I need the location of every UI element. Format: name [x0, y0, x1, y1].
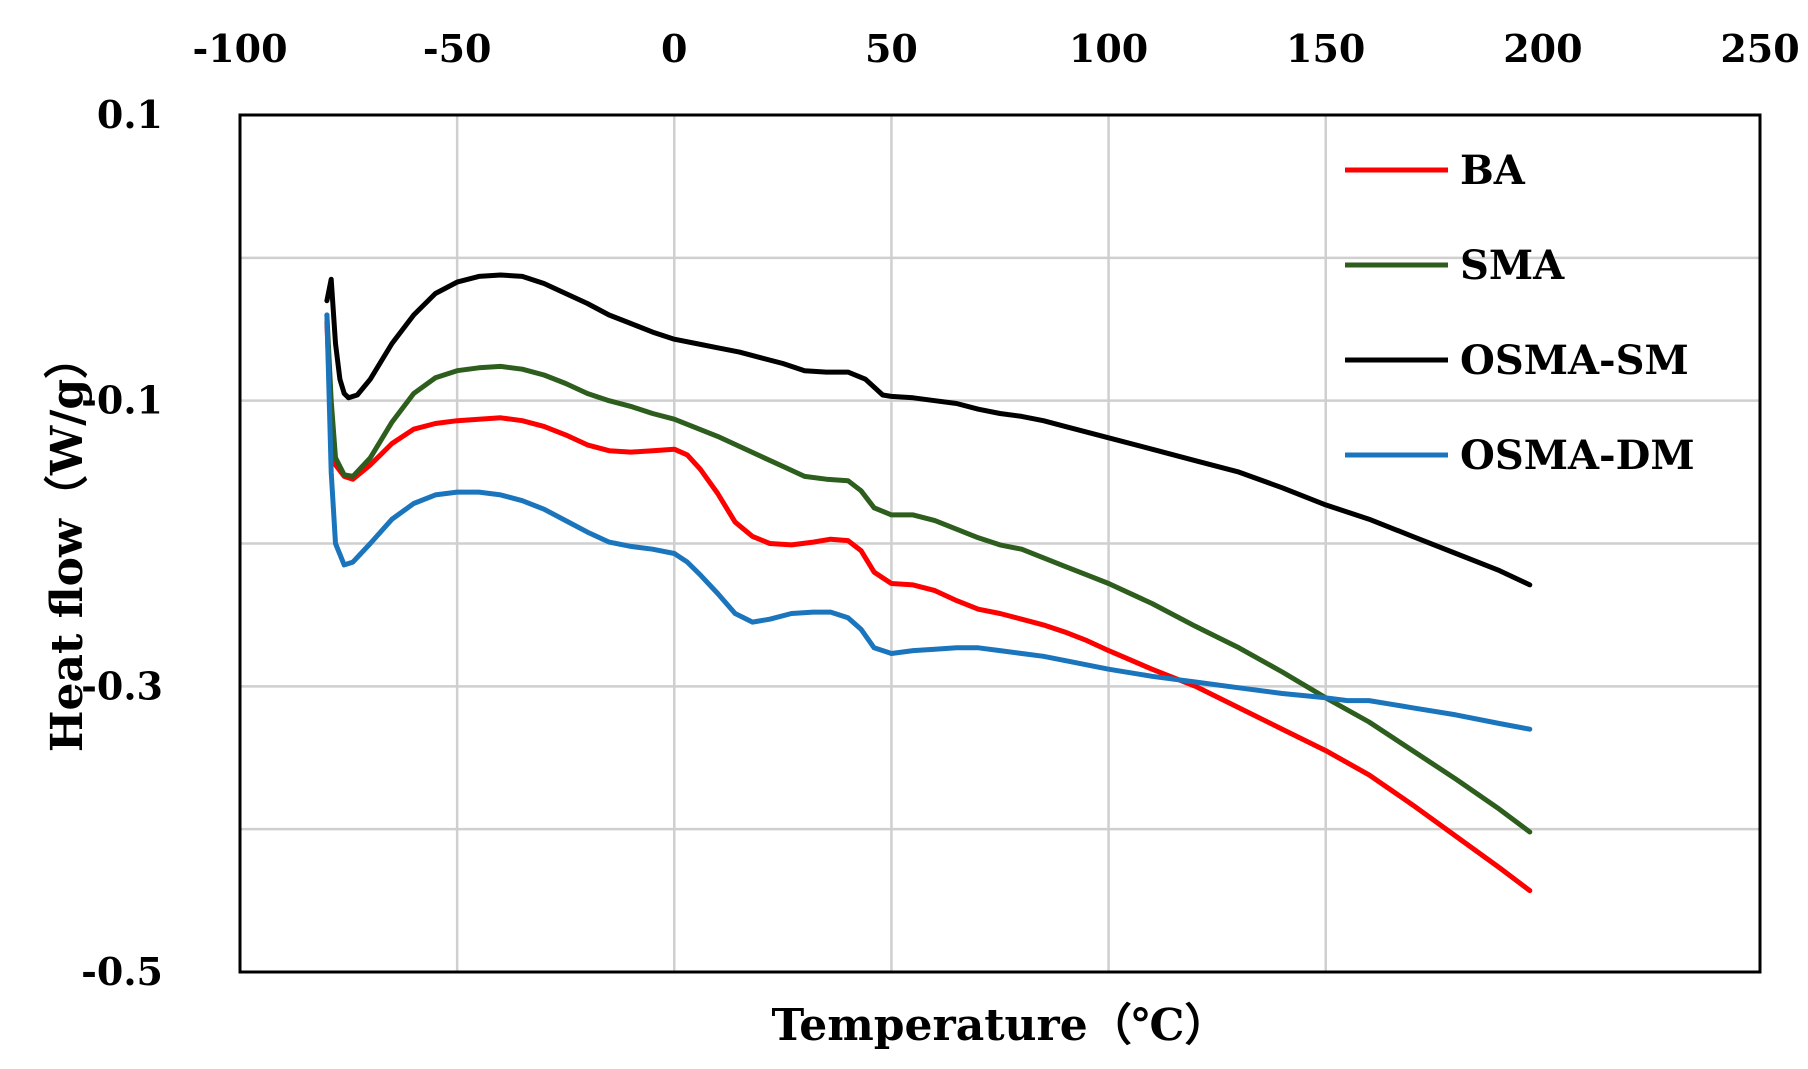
- series-line-sma: [324, 312, 1533, 835]
- plot-area-frame: [238, 113, 1762, 974]
- x-tick-label: -100: [192, 26, 287, 71]
- series-line-osma-dm: [324, 312, 1533, 732]
- x-tick-label: -50: [423, 26, 492, 71]
- series-lines: [324, 272, 1533, 894]
- legend-label: OSMA-DM: [1460, 432, 1695, 479]
- y-tick-label: -0.3: [81, 663, 163, 708]
- y-axis-title: Heat flow（W/g）: [42, 335, 93, 752]
- legend: BA SMA OSMA-SM OSMA-DM: [1345, 147, 1695, 479]
- x-tick-label: 150: [1286, 26, 1365, 71]
- series-line-ba: [324, 319, 1533, 894]
- legend-label: OSMA-SM: [1460, 337, 1689, 384]
- x-tick-label: 50: [865, 26, 918, 71]
- y-tick-label: -0.1: [81, 378, 163, 423]
- series-line-osma-sm: [324, 272, 1533, 588]
- y-tick-label: 0.1: [97, 92, 163, 137]
- x-tick-label: 250: [1720, 26, 1799, 71]
- legend-label: SMA: [1460, 242, 1565, 289]
- x-tick-label: 0: [661, 26, 687, 71]
- x-axis-title: Temperature（℃）: [772, 1000, 1229, 1051]
- y-tick-labels: 0.1 -0.1 -0.3 -0.5: [81, 92, 163, 994]
- x-tick-labels: -100 -50 0 50 100 150 200 250: [192, 26, 1799, 71]
- x-tick-label: 200: [1503, 26, 1582, 71]
- x-tick-label: 100: [1069, 26, 1148, 71]
- y-tick-label: -0.5: [81, 949, 163, 994]
- legend-label: BA: [1460, 147, 1526, 194]
